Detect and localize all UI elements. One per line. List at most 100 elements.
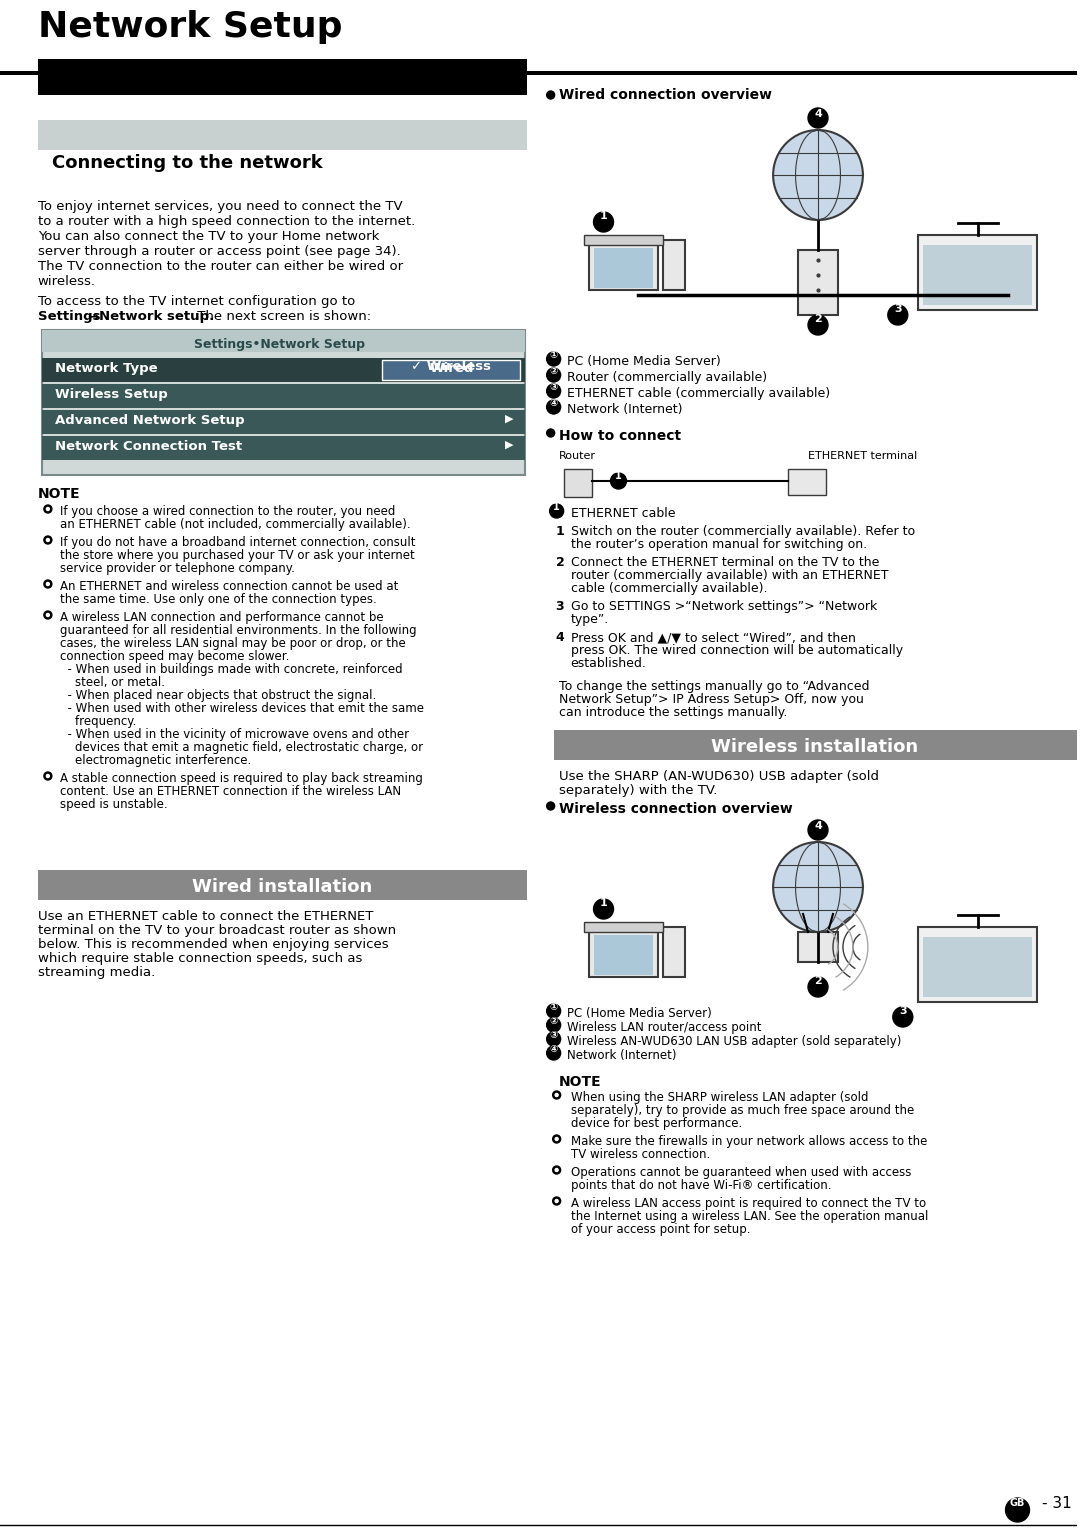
Bar	[382, 360, 519, 380]
Circle shape	[553, 1166, 561, 1174]
Text: Router: Router	[558, 450, 596, 461]
Text: the same time. Use only one of the connection types.: the same time. Use only one of the conne…	[59, 593, 377, 607]
Text: electromagnetic interference.: electromagnetic interference.	[59, 754, 252, 768]
Text: 1: 1	[616, 470, 622, 481]
Text: ETHERNET terminal: ETHERNET terminal	[808, 450, 917, 461]
Text: ①: ①	[550, 1002, 557, 1013]
Bar	[554, 731, 1078, 760]
Text: - When placed near objects that obstruct the signal.: - When placed near objects that obstruct…	[59, 689, 376, 702]
Text: separately) with the TV.: separately) with the TV.	[558, 784, 717, 797]
Circle shape	[46, 507, 50, 510]
Circle shape	[546, 1033, 561, 1046]
Text: 4: 4	[814, 821, 822, 830]
Text: frequency.: frequency.	[59, 715, 136, 728]
Circle shape	[546, 385, 561, 398]
Text: service provider or telephone company.: service provider or telephone company.	[59, 562, 295, 574]
Circle shape	[46, 775, 50, 778]
Bar	[663, 241, 686, 290]
Text: ▶: ▶	[505, 414, 514, 424]
Bar	[918, 234, 1038, 309]
Text: A stable connection speed is required to play back streaming: A stable connection speed is required to…	[59, 772, 422, 784]
Text: Network setup.: Network setup.	[98, 309, 214, 323]
Text: A wireless LAN connection and performance cannot be: A wireless LAN connection and performanc…	[59, 611, 383, 624]
Circle shape	[46, 582, 50, 585]
Text: 2: 2	[814, 976, 822, 987]
Text: devices that emit a magnetic field, electrostatic charge, or: devices that emit a magnetic field, elec…	[59, 741, 423, 754]
Circle shape	[44, 772, 52, 780]
Circle shape	[808, 107, 828, 129]
Circle shape	[594, 211, 613, 231]
Text: 3: 3	[555, 601, 564, 613]
Bar	[594, 248, 653, 288]
Text: Router (commercially available): Router (commercially available)	[567, 371, 767, 385]
Circle shape	[555, 1169, 558, 1172]
Bar	[922, 245, 1032, 305]
Bar	[38, 60, 527, 95]
Text: server through a router or access point (see page 34).: server through a router or access point …	[38, 245, 401, 257]
Text: Operations cannot be guaranteed when used with access: Operations cannot be guaranteed when use…	[570, 1166, 912, 1180]
Text: Wireless AN-WUD630 LAN USB adapter (sold separately): Wireless AN-WUD630 LAN USB adapter (sold…	[567, 1036, 901, 1048]
Circle shape	[888, 305, 908, 325]
Circle shape	[553, 1196, 561, 1206]
Text: How to connect: How to connect	[558, 429, 680, 443]
Text: ④: ④	[550, 398, 557, 408]
Circle shape	[546, 801, 555, 810]
Text: of your access point for setup.: of your access point for setup.	[570, 1223, 751, 1236]
Text: Network (Internet): Network (Internet)	[567, 403, 683, 417]
Text: an ETHERNET cable (not included, commercially available).: an ETHERNET cable (not included, commerc…	[59, 518, 410, 532]
Circle shape	[808, 820, 828, 840]
Text: Network Setup: Network Setup	[52, 100, 203, 118]
Text: →: →	[86, 309, 98, 323]
Text: - When used with other wireless devices that emit the same: - When used with other wireless devices …	[59, 702, 423, 715]
Text: to a router with a high speed connection to the internet.: to a router with a high speed connection…	[38, 214, 415, 228]
Text: Settings: Settings	[38, 309, 100, 323]
Text: - When used in buildings made with concrete, reinforced: - When used in buildings made with concr…	[59, 663, 403, 676]
Text: type”.: type”.	[570, 613, 609, 627]
Text: ④: ④	[550, 1043, 557, 1054]
Text: A wireless LAN access point is required to connect the TV to: A wireless LAN access point is required …	[570, 1196, 926, 1210]
Text: - 31: - 31	[1042, 1495, 1072, 1511]
Text: 1: 1	[599, 211, 607, 221]
Text: device for best performance.: device for best performance.	[570, 1117, 742, 1131]
Bar	[42, 329, 525, 475]
Text: 4: 4	[555, 631, 565, 643]
Text: An ETHERNET and wireless connection cannot be used at: An ETHERNET and wireless connection cann…	[59, 581, 399, 593]
Text: 2: 2	[555, 556, 565, 568]
Circle shape	[610, 473, 626, 489]
Text: 1: 1	[599, 898, 607, 908]
Circle shape	[546, 400, 561, 414]
Text: Wired installation: Wired installation	[192, 878, 373, 896]
Bar	[42, 437, 525, 460]
Text: 2: 2	[814, 314, 822, 323]
Text: streaming media.: streaming media.	[38, 967, 156, 979]
Text: Use the SHARP (AN-WUD630) USB adapter (sold: Use the SHARP (AN-WUD630) USB adapter (s…	[558, 771, 879, 783]
Text: Settings•Network Setup: Settings•Network Setup	[193, 339, 365, 351]
Text: content. Use an ETHERNET connection if the wireless LAN: content. Use an ETHERNET connection if t…	[59, 784, 401, 798]
Bar	[583, 234, 663, 245]
Text: To enjoy internet services, you need to connect the TV: To enjoy internet services, you need to …	[38, 201, 403, 213]
Text: Wireless installation: Wireless installation	[712, 738, 919, 755]
Circle shape	[46, 613, 50, 616]
Text: To change the settings manually go to “Advanced: To change the settings manually go to “A…	[558, 680, 869, 692]
Circle shape	[555, 1200, 558, 1203]
Text: below. This is recommended when enjoying services: below. This is recommended when enjoying…	[38, 938, 389, 951]
Text: Go to SETTINGS >“Network settings”> “Network: Go to SETTINGS >“Network settings”> “Net…	[570, 601, 877, 613]
Text: Advanced Network Setup: Advanced Network Setup	[55, 414, 244, 427]
Text: NOTE: NOTE	[558, 1075, 602, 1089]
Text: When using the SHARP wireless LAN adapter (sold: When using the SHARP wireless LAN adapte…	[570, 1091, 868, 1105]
Text: Network Type: Network Type	[55, 362, 158, 375]
Text: Switch on the router (commercially available). Refer to: Switch on the router (commercially avail…	[570, 525, 915, 538]
Text: If you choose a wired connection to the router, you need: If you choose a wired connection to the …	[59, 506, 395, 518]
Circle shape	[546, 1017, 561, 1033]
Text: guaranteed for all residential environments. In the following: guaranteed for all residential environme…	[59, 624, 417, 637]
Circle shape	[44, 536, 52, 544]
Bar	[564, 469, 592, 496]
Text: ③: ③	[550, 381, 557, 392]
Text: ✓ Wireless: ✓ Wireless	[410, 360, 491, 372]
Text: 1: 1	[553, 502, 561, 512]
Text: router (commercially available) with an ETHERNET: router (commercially available) with an …	[570, 568, 888, 582]
Circle shape	[555, 1137, 558, 1140]
Bar	[918, 927, 1038, 1002]
Circle shape	[546, 429, 555, 437]
Circle shape	[46, 539, 50, 541]
